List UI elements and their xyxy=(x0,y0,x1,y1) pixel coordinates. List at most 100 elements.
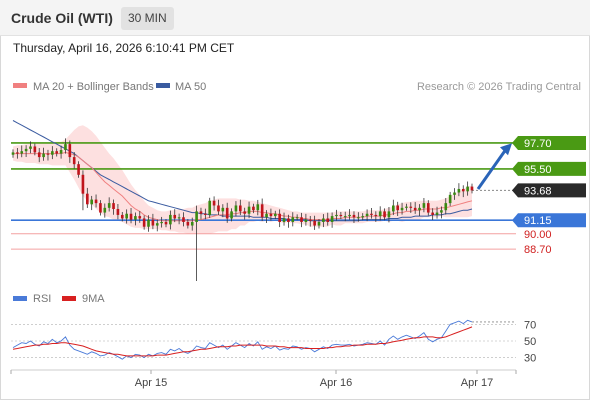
candle xyxy=(365,209,369,222)
candle-body xyxy=(212,200,216,206)
rsi-ma-line xyxy=(12,326,473,357)
candle xyxy=(68,140,72,163)
candle-body xyxy=(116,209,120,215)
candle xyxy=(466,181,469,196)
candle xyxy=(470,183,474,194)
candle-body xyxy=(400,207,404,211)
candle-body xyxy=(322,218,325,222)
legend-ma50-swatch xyxy=(156,83,170,88)
candle-body xyxy=(20,151,24,154)
candle xyxy=(413,202,417,214)
candle-body xyxy=(59,150,63,154)
candle xyxy=(46,149,50,161)
candle xyxy=(147,215,150,232)
candle xyxy=(20,145,24,158)
candle xyxy=(72,152,76,169)
candle-body xyxy=(190,222,194,226)
candle-body xyxy=(413,207,417,211)
level-tag-95-50 xyxy=(512,161,586,176)
candle-body xyxy=(147,219,150,227)
level-label-97-70: 97.70 xyxy=(524,138,552,150)
candle-body xyxy=(313,220,316,226)
candle-body xyxy=(335,214,338,217)
candle xyxy=(160,216,163,228)
candle-body xyxy=(24,148,28,152)
candle-body xyxy=(234,205,238,212)
candle xyxy=(204,208,207,220)
level-tag-93-68 xyxy=(512,183,586,198)
candle xyxy=(287,214,290,228)
legend-ma50-label: MA 50 xyxy=(175,81,206,93)
candle xyxy=(116,203,120,220)
legend-ma50: MA 50 xyxy=(156,81,206,93)
legend-rsi-ma-swatch xyxy=(62,296,76,301)
target-arrow-head xyxy=(500,143,512,156)
candle xyxy=(177,213,181,225)
candle xyxy=(151,213,155,230)
candle-body xyxy=(269,213,273,217)
candle-body xyxy=(295,217,299,219)
candle xyxy=(120,211,124,222)
candle-body xyxy=(64,144,67,151)
legend-ma20: MA 20 + Bollinger Bands xyxy=(13,81,154,93)
candle-body xyxy=(453,192,456,195)
candle-body xyxy=(138,216,142,219)
candle-body xyxy=(16,152,19,154)
candle xyxy=(107,197,111,212)
candle xyxy=(190,217,194,231)
timeframe-button[interactable]: 30 MIN xyxy=(121,7,174,30)
candle xyxy=(94,194,98,208)
candle-body xyxy=(260,204,264,218)
legend-rsi: RSI xyxy=(13,293,51,305)
candle xyxy=(64,138,67,154)
candle xyxy=(86,187,89,208)
candle-body xyxy=(256,204,260,211)
candle-body xyxy=(435,212,439,215)
level-tag-97-70 xyxy=(512,135,586,150)
candle-body xyxy=(304,219,308,222)
copyright-text: Research © 2026 Trading Central xyxy=(417,81,581,93)
candle xyxy=(317,219,321,229)
candle xyxy=(282,212,286,226)
candle xyxy=(24,145,28,157)
candle xyxy=(37,148,41,163)
candle xyxy=(186,219,190,229)
level-label-90-00: 90.00 xyxy=(524,229,552,241)
candle-body xyxy=(265,213,268,218)
candle xyxy=(326,212,330,226)
candle-body xyxy=(466,186,469,192)
candle-body xyxy=(125,213,128,219)
candle-body xyxy=(330,216,334,222)
candle xyxy=(440,206,443,219)
candle xyxy=(273,210,277,220)
candle-body xyxy=(112,203,115,210)
candle xyxy=(134,212,137,226)
level-label-95-50: 95.50 xyxy=(524,164,552,176)
rsi-tick-label: 70 xyxy=(524,319,536,331)
candle xyxy=(457,183,461,197)
candle-body xyxy=(155,223,159,226)
candle xyxy=(409,202,413,213)
candle-body xyxy=(37,152,41,158)
candle-body xyxy=(225,207,229,219)
candle xyxy=(243,207,246,220)
candle xyxy=(225,202,229,223)
ma20-line xyxy=(13,151,473,222)
candle xyxy=(99,200,102,216)
candle-body xyxy=(182,217,185,222)
candle xyxy=(199,207,203,220)
candle-body xyxy=(160,222,163,224)
candle-body xyxy=(221,207,225,212)
candle-body xyxy=(55,151,59,154)
candle-body xyxy=(29,146,32,149)
candle xyxy=(230,208,233,222)
candle-body xyxy=(352,214,356,218)
candle-body xyxy=(33,146,37,153)
candle xyxy=(444,198,448,215)
candle xyxy=(374,211,378,222)
candle-body xyxy=(94,199,98,204)
candle-body xyxy=(173,214,177,219)
candle xyxy=(142,215,146,230)
candle xyxy=(164,219,168,228)
candle-body xyxy=(129,213,133,220)
